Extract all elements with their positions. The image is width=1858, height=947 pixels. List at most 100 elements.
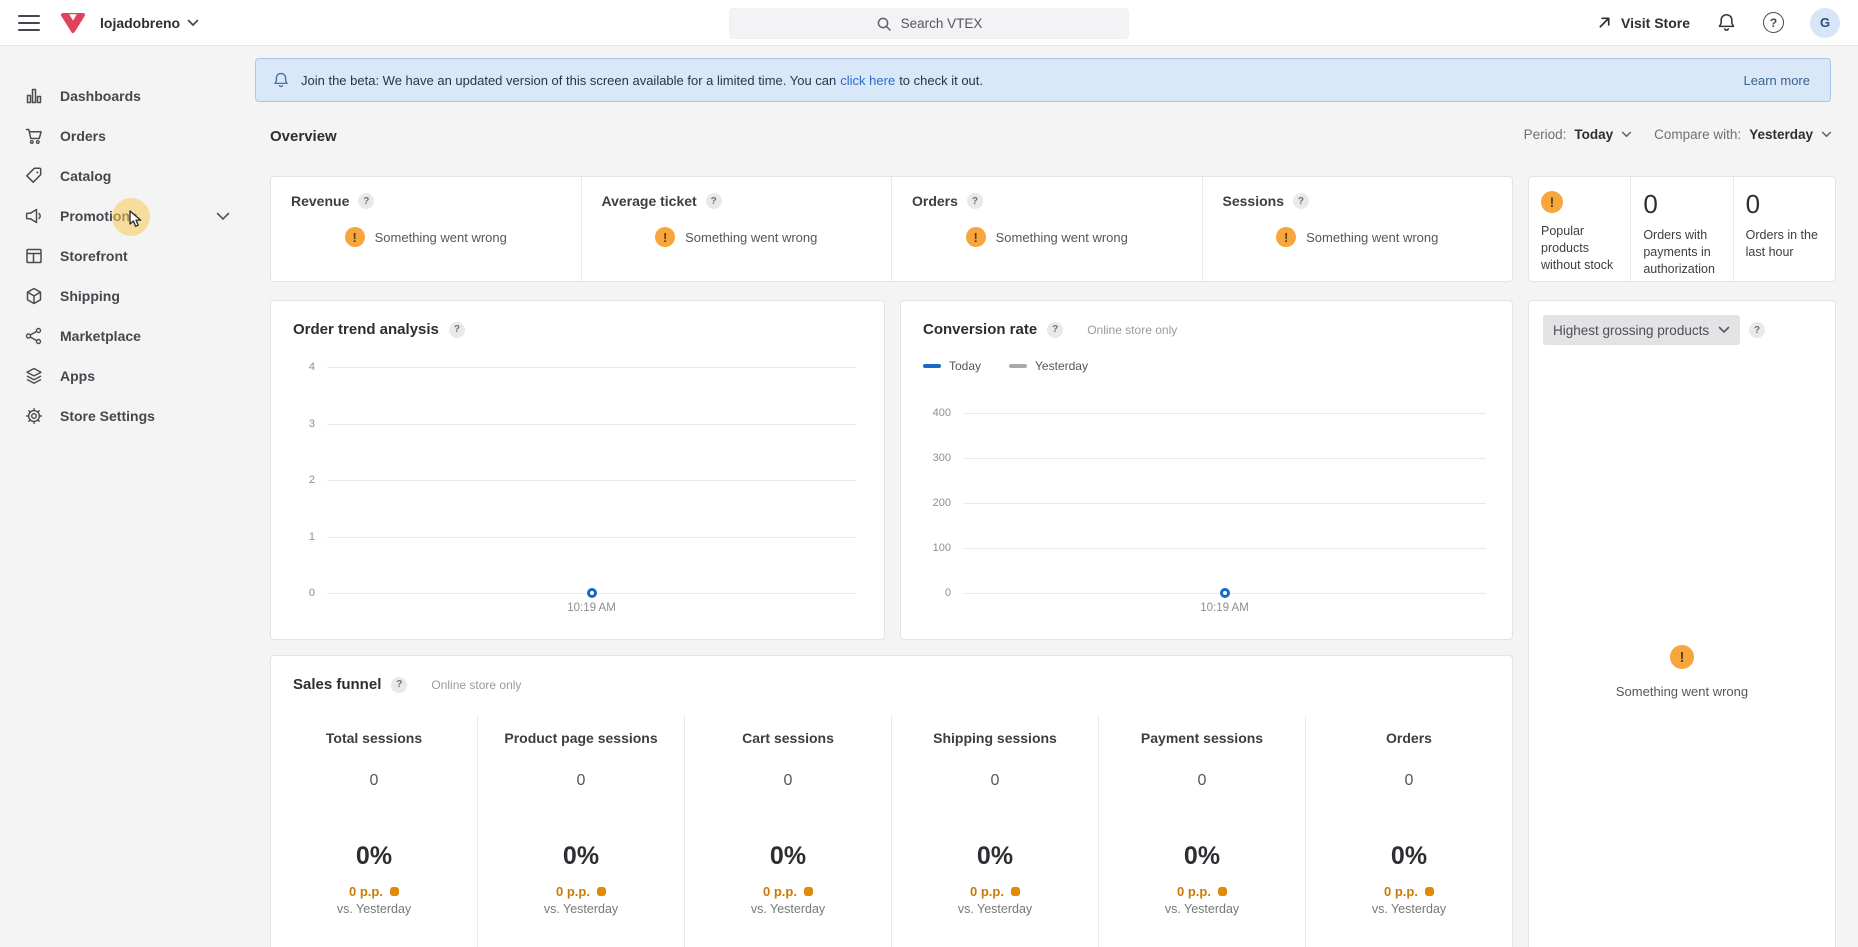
delta-dot-icon: [389, 887, 399, 896]
chevron-down-icon: [1821, 131, 1832, 138]
funnel-comparison: vs. Yesterday: [543, 902, 619, 916]
y-tick: 1: [308, 530, 315, 543]
funnel-comparison: vs. Yesterday: [1371, 902, 1447, 916]
funnel-delta: 0 p.p.: [1177, 884, 1227, 899]
funnel-col-product-page-sessions: Product page sessions 0 0% 0 p.p. vs. Ye…: [477, 716, 684, 947]
learn-more-link[interactable]: Learn more: [1743, 72, 1810, 88]
sidebar-item-label: Catalog: [60, 168, 112, 184]
sidebar-item-orders[interactable]: Orders: [0, 116, 252, 156]
legend-today: Today: [923, 359, 981, 373]
delta-text: 0 p.p.: [1384, 884, 1418, 899]
help-icon[interactable]: ?: [358, 193, 375, 209]
sidebar-item-dashboards[interactable]: Dashboards: [0, 76, 252, 116]
visit-store-label: Visit Store: [1621, 14, 1690, 31]
help-icon[interactable]: ?: [966, 193, 983, 209]
x-tick: 10:19 AM: [1200, 602, 1249, 614]
topbar-actions: Visit Store ? G: [1597, 7, 1840, 38]
kpi-title: Orders: [912, 193, 958, 209]
help-button[interactable]: ?: [1763, 12, 1784, 33]
chevron-down-icon: [1622, 131, 1632, 138]
sidebar-item-shipping[interactable]: Shipping: [0, 276, 252, 316]
sidebar-item-marketplace[interactable]: Marketplace: [0, 316, 252, 356]
box-icon: [26, 287, 42, 305]
bell-icon: [274, 72, 288, 87]
help-icon[interactable]: ?: [1047, 321, 1064, 338]
delta-dot-icon: [1010, 887, 1020, 896]
help-icon[interactable]: ?: [1749, 322, 1766, 338]
quick-stats-card: ! Popular products without stock 0 Order…: [1528, 176, 1836, 282]
chart-title: Sales funnel: [293, 676, 382, 693]
sidebar-item-storefront[interactable]: Storefront: [0, 236, 252, 276]
kpi-title: Sessions: [1222, 193, 1284, 209]
stat-label: Popular products without stock: [1541, 224, 1614, 272]
search-input[interactable]: Search VTEX: [729, 8, 1129, 39]
sidebar-item-label: Storefront: [60, 248, 128, 264]
chart-title: Order trend analysis: [293, 321, 439, 338]
stat-orders-last-hour[interactable]: 0 Orders in the last hour: [1732, 177, 1835, 281]
conversion-rate-card: Conversion rate ? Online store only Toda…: [900, 300, 1513, 640]
stat-orders-authorization[interactable]: 0 Orders with payments in authorization: [1630, 177, 1732, 281]
chart-title: Conversion rate: [923, 321, 1038, 338]
storefront-icon: [26, 248, 42, 264]
sidebar-item-apps[interactable]: Apps: [0, 356, 252, 396]
avatar[interactable]: G: [1810, 7, 1840, 38]
chart-scope: Online store only: [1087, 322, 1178, 337]
stat-value: 0: [1643, 189, 1658, 219]
kpi-card-orders: Orders? ! Something went wrong: [891, 177, 1202, 281]
chevron-down-icon: [187, 19, 199, 26]
warning-icon: !: [344, 227, 365, 247]
funnel-value: 0: [576, 772, 586, 789]
period-selector[interactable]: Period: Today: [1524, 127, 1633, 142]
error-text: Something went wrong: [1306, 229, 1439, 245]
warning-icon: !: [965, 227, 986, 247]
y-tick: 0: [308, 587, 315, 599]
y-tick: 400: [932, 407, 951, 419]
delta-text: 0 p.p.: [763, 884, 797, 899]
funnel-label: Shipping sessions: [933, 730, 1057, 746]
external-link-icon: [1599, 17, 1610, 28]
legend-label: Yesterday: [1035, 359, 1088, 373]
chevron-down-icon: [1718, 326, 1730, 334]
sidebar-item-store-settings[interactable]: Store Settings: [0, 396, 252, 436]
stat-popular-products[interactable]: ! Popular products without stock: [1529, 177, 1630, 281]
funnel-delta: 0 p.p.: [763, 884, 813, 899]
notifications-button[interactable]: [1716, 12, 1737, 34]
sidebar-item-promotions[interactable]: Promotions: [0, 196, 252, 236]
warning-icon: !: [1670, 645, 1694, 669]
funnel-delta: 0 p.p.: [970, 884, 1020, 899]
visit-store-button[interactable]: Visit Store: [1597, 15, 1690, 31]
top-products-card: Highest grossing products ? ! Something …: [1528, 300, 1836, 947]
delta-dot-icon: [1217, 887, 1227, 896]
error-text: Something went wrong: [995, 229, 1128, 245]
hamburger-menu-icon[interactable]: [18, 14, 40, 31]
funnel-percent: 0%: [562, 842, 600, 870]
funnel-value: 0: [990, 772, 1000, 789]
funnel-value: 0: [1404, 772, 1414, 789]
warning-icon: !: [655, 227, 676, 247]
sidebar-item-label: Shipping: [60, 288, 120, 304]
help-icon[interactable]: ?: [705, 193, 722, 209]
chart-legend: Today Yesterday: [923, 359, 1088, 373]
layers-icon: [26, 367, 42, 384]
help-icon[interactable]: ?: [448, 321, 465, 338]
funnel-columns: Total sessions 0 0% 0 p.p. vs. Yesterday…: [271, 716, 1512, 947]
chevron-down-icon[interactable]: [216, 212, 230, 221]
sidebar-item-label: Store Settings: [60, 408, 155, 424]
help-icon[interactable]: ?: [1292, 193, 1309, 209]
vtex-logo[interactable]: [60, 11, 86, 35]
delta-dot-icon: [1424, 887, 1434, 896]
topbar: lojadobreno Search VTEX Visit Store: [0, 0, 1858, 46]
sidebar-item-catalog[interactable]: Catalog: [0, 156, 252, 196]
funnel-label: Total sessions: [325, 730, 423, 746]
error-text: Something went wrong: [374, 229, 507, 245]
megaphone-icon: [25, 208, 41, 224]
stat-label: Orders in the last hour: [1745, 228, 1818, 259]
account-switcher[interactable]: lojadobreno: [100, 15, 199, 31]
kpi-card-revenue: Revenue? ! Something went wrong: [271, 177, 581, 281]
products-metric-dropdown[interactable]: Highest grossing products: [1543, 315, 1741, 345]
compare-selector[interactable]: Compare with: Yesterday: [1654, 127, 1832, 142]
help-icon[interactable]: ?: [391, 676, 408, 693]
y-tick: 2: [308, 474, 315, 486]
banner-click-here-link[interactable]: click here: [840, 72, 896, 88]
data-point: [1219, 588, 1230, 598]
